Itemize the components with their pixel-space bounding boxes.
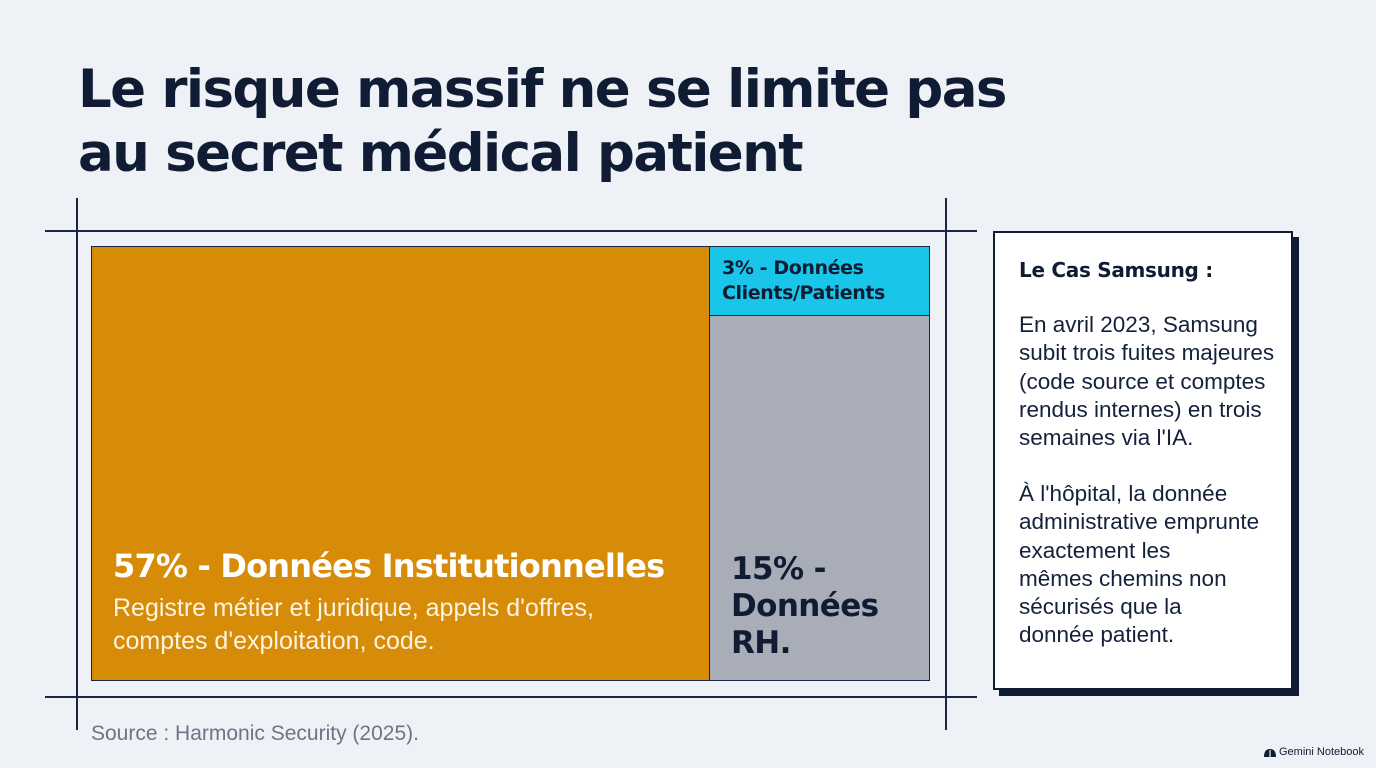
guide-line-left: [76, 198, 78, 730]
notebook-icon: [1264, 748, 1276, 757]
paragraph-1-line: rendus internes) en trois: [1019, 396, 1262, 422]
institutional-label: 57% - Données Institutionnelles: [113, 547, 665, 585]
samsung-case-title: Le Cas Samsung :: [1019, 258, 1213, 282]
treemap-cell-institutional: 57% - Données Institutionnelles Registre…: [92, 247, 709, 680]
treemap-cell-clients-patients: 3% - Données Clients/Patients: [709, 247, 929, 316]
samsung-case-card: Le Cas Samsung : En avril 2023, Samsung …: [993, 231, 1293, 690]
institutional-description-line-1: Registre métier et juridique, appels d'o…: [113, 594, 594, 622]
rh-label-line-3: RH.: [731, 625, 791, 661]
clients-patients-label-line-2: Clients/Patients: [722, 282, 885, 304]
clients-patients-label: 3% - Données Clients/Patients: [722, 256, 922, 306]
paragraph-1-line: subit trois fuites majeures: [1019, 340, 1275, 366]
paragraph-1-line: (code source et comptes: [1019, 368, 1266, 394]
clients-patients-label-line-1: 3% - Données: [722, 257, 864, 279]
institutional-description-line-2: comptes d'exploitation, code.: [113, 627, 435, 655]
paragraph-2-line: sécurisés que la: [1019, 594, 1182, 620]
rh-label-line-1: 15% -: [731, 551, 826, 587]
rh-label-line-2: Données: [731, 588, 879, 624]
source-note: Source : Harmonic Security (2025).: [91, 722, 419, 745]
paragraph-1-line: semaines via l'IA.: [1019, 425, 1194, 451]
samsung-case-paragraph-1: En avril 2023, Samsung subit trois fuite…: [1019, 311, 1291, 452]
paragraph-2-line: exactement les: [1019, 537, 1171, 563]
page-title-line-1: Le risque massif ne se limite pas: [78, 59, 1007, 120]
gemini-notebook-label: Gemini Notebook: [1279, 746, 1364, 758]
institutional-description: Registre métier et juridique, appels d'o…: [113, 592, 693, 658]
page-title: Le risque massif ne se limite pas au sec…: [78, 58, 1078, 186]
treemap-cell-rh: 15% - Données RH.: [709, 316, 929, 680]
paragraph-2-line: mêmes chemins non: [1019, 565, 1227, 591]
samsung-case-paragraph-2: À l'hôpital, la donnée administrative em…: [1019, 480, 1291, 650]
paragraph-1-line: En avril 2023, Samsung: [1019, 312, 1258, 337]
rh-label: 15% - Données RH.: [731, 551, 931, 662]
gemini-notebook-badge: Gemini Notebook: [1264, 746, 1364, 758]
treemap-chart: 57% - Données Institutionnelles Registre…: [91, 246, 930, 681]
paragraph-2-line: À l'hôpital, la donnée: [1019, 481, 1228, 506]
guide-line-top: [45, 230, 977, 232]
guide-line-bottom: [45, 696, 977, 698]
paragraph-2-line: donnée patient.: [1019, 622, 1175, 648]
page-title-line-2: au secret médical patient: [78, 123, 804, 184]
paragraph-2-line: administrative emprunte: [1019, 509, 1260, 535]
guide-line-right: [945, 198, 947, 730]
